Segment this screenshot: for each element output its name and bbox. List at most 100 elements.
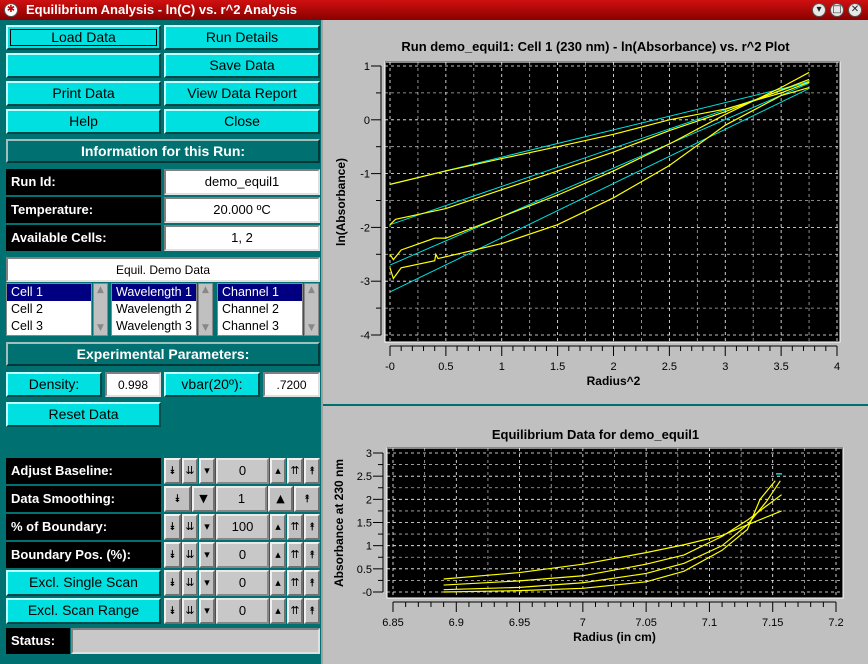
control-value[interactable]: 100: [216, 514, 269, 540]
triple-down-icon[interactable]: ⯯: [164, 598, 181, 624]
triple-up-icon[interactable]: ⯭: [304, 514, 320, 540]
control-value[interactable]: 0: [216, 458, 269, 484]
double-down-icon[interactable]: ⇊: [182, 598, 198, 624]
print-data-button[interactable]: Print Data: [6, 81, 161, 106]
help-button[interactable]: Help: [6, 109, 161, 134]
scroll-down-icon[interactable]: ▼: [202, 323, 209, 333]
blank-button[interactable]: [6, 53, 161, 78]
scroll-up-icon[interactable]: ▲: [97, 285, 104, 295]
y-tick-label: 1.5: [357, 518, 372, 530]
double-down-icon[interactable]: ⇊: [182, 570, 198, 596]
control-button[interactable]: Excl. Single Scan: [6, 570, 161, 596]
density-button[interactable]: Density:: [6, 372, 102, 397]
control-button[interactable]: Excl. Scan Range: [6, 598, 161, 624]
triple-down-icon[interactable]: ⯯: [164, 458, 181, 484]
list-item[interactable]: Channel 2: [222, 302, 279, 316]
up-icon[interactable]: ▴: [270, 570, 286, 596]
up-icon[interactable]: ▴: [270, 598, 286, 624]
plot-background: [386, 447, 844, 599]
y-tick-label: -2: [360, 222, 370, 234]
control-label: Adjust Baseline:: [6, 458, 161, 484]
double-down-icon[interactable]: ⇊: [182, 514, 198, 540]
up-icon[interactable]: ▴: [270, 458, 286, 484]
triple-up-icon[interactable]: ⯭: [304, 598, 320, 624]
available-cells-value: 1, 2: [164, 225, 320, 251]
double-up-icon[interactable]: ⇈: [287, 570, 303, 596]
down-icon[interactable]: ▾: [199, 598, 215, 624]
x-tick-label: 4: [834, 361, 840, 373]
double-down-icon[interactable]: ⯯: [164, 486, 191, 512]
available-cells-label: Available Cells:: [6, 225, 161, 251]
fit-line: [389, 88, 810, 293]
control-value[interactable]: 1: [216, 486, 267, 512]
load-data-button[interactable]: Load Data: [6, 25, 161, 50]
control-value[interactable]: 0: [216, 598, 269, 624]
double-up-icon[interactable]: ⇈: [287, 542, 303, 568]
fit-line: [389, 82, 810, 266]
scroll-up-icon[interactable]: ▲: [308, 285, 315, 295]
density-input[interactable]: 0.998: [105, 372, 161, 397]
reset-data-button[interactable]: Reset Data: [6, 402, 161, 427]
down-icon[interactable]: ▾: [199, 542, 215, 568]
run-details-button[interactable]: Run Details: [164, 25, 320, 50]
double-down-icon[interactable]: ⇊: [182, 542, 198, 568]
wavelength-list[interactable]: Wavelength 1 Wavelength 2 Wavelength 3: [111, 283, 197, 336]
app-icon[interactable]: ✱: [4, 3, 18, 17]
down-icon[interactable]: ▼: [192, 486, 215, 512]
temperature-label: Temperature:: [6, 197, 161, 223]
list-item[interactable]: Cell 3: [11, 319, 43, 333]
vbar-input[interactable]: .7200: [263, 372, 320, 397]
down-icon[interactable]: ▾: [199, 570, 215, 596]
maximize-icon[interactable]: □: [830, 3, 844, 17]
list-item[interactable]: Wavelength 2: [116, 302, 192, 316]
minimize-icon[interactable]: ▾: [812, 3, 826, 17]
triple-up-icon[interactable]: ⯭: [304, 458, 320, 484]
cell-list[interactable]: Cell 1 Cell 2 Cell 3: [6, 283, 92, 336]
up-icon[interactable]: ▴: [270, 542, 286, 568]
double-down-icon[interactable]: ⇊: [182, 458, 198, 484]
vbar-button[interactable]: vbar(20º):: [164, 372, 260, 397]
run-id-label: Run Id:: [6, 169, 161, 195]
close-icon[interactable]: ✕: [848, 3, 862, 17]
y-tick-label: 0.5: [357, 564, 372, 576]
scroll-down-icon[interactable]: ▼: [97, 323, 104, 333]
cell-list-scrollbar[interactable]: ▲ ▼: [93, 283, 108, 336]
data-series: [389, 86, 810, 280]
list-item[interactable]: Wavelength 1: [112, 284, 196, 301]
scroll-down-icon[interactable]: ▼: [308, 323, 315, 333]
double-up-icon[interactable]: ⯭: [294, 486, 320, 512]
x-tick-label: 2: [610, 361, 616, 373]
down-icon[interactable]: ▾: [199, 514, 215, 540]
up-icon[interactable]: ▲: [268, 486, 293, 512]
scroll-up-icon[interactable]: ▲: [202, 285, 209, 295]
double-up-icon[interactable]: ⇈: [287, 458, 303, 484]
y-axis-label: Absorbance at 230 nm: [332, 459, 346, 587]
control-value[interactable]: 0: [216, 542, 269, 568]
triple-down-icon[interactable]: ⯯: [164, 542, 181, 568]
down-icon[interactable]: ▾: [199, 458, 215, 484]
channel-list[interactable]: Channel 1 Channel 2 Channel 3: [217, 283, 303, 336]
list-item[interactable]: Wavelength 3: [116, 319, 192, 333]
double-up-icon[interactable]: ⇈: [287, 598, 303, 624]
channel-list-scrollbar[interactable]: ▲ ▼: [304, 283, 319, 336]
triple-up-icon[interactable]: ⯭: [304, 570, 320, 596]
up-icon[interactable]: ▴: [270, 514, 286, 540]
list-item[interactable]: Cell 2: [11, 302, 43, 316]
save-data-button[interactable]: Save Data: [164, 53, 320, 78]
list-item[interactable]: Channel 1: [218, 284, 302, 301]
x-axis-label: Radius (in cm): [573, 630, 656, 644]
view-data-report-button[interactable]: View Data Report: [164, 81, 320, 106]
params-header: Experimental Parameters:: [6, 342, 320, 366]
double-up-icon[interactable]: ⇈: [287, 514, 303, 540]
close-button[interactable]: Close: [164, 109, 320, 134]
list-item[interactable]: Cell 1: [7, 284, 91, 301]
triple-down-icon[interactable]: ⯯: [164, 570, 181, 596]
triple-up-icon[interactable]: ⯭: [304, 542, 320, 568]
x-tick-label: 7.05: [635, 617, 656, 629]
data-series: [389, 81, 810, 185]
list-item[interactable]: Channel 3: [222, 319, 279, 333]
control-value[interactable]: 0: [216, 570, 269, 596]
wavelength-list-scrollbar[interactable]: ▲ ▼: [198, 283, 213, 336]
triple-down-icon[interactable]: ⯯: [164, 514, 181, 540]
